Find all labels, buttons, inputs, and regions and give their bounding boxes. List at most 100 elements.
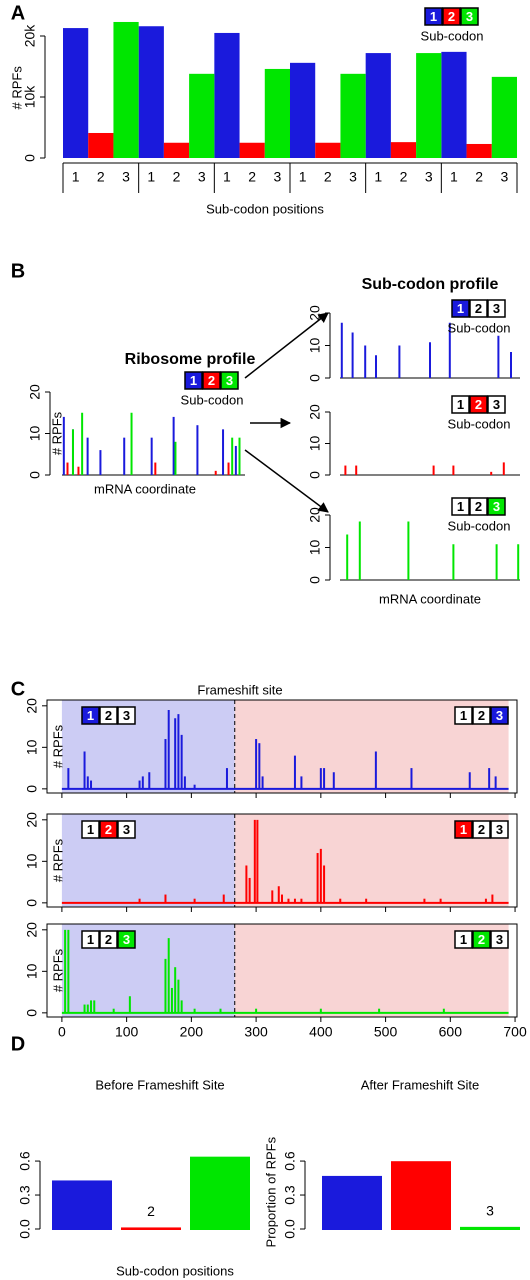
legend-label: 1 bbox=[430, 9, 437, 24]
legend-label: 1 bbox=[460, 932, 467, 947]
legend-box bbox=[451, 497, 470, 516]
legend-title: Sub-codon bbox=[181, 392, 244, 407]
legend-label: 3 bbox=[226, 373, 233, 388]
legend-label: 2 bbox=[105, 822, 112, 837]
legend-label: 1 bbox=[87, 822, 94, 837]
x-tick-label: 3 bbox=[425, 169, 433, 185]
legend-label: 1 bbox=[87, 932, 94, 947]
y-tick-label: 10 bbox=[307, 540, 323, 556]
legend-box bbox=[81, 820, 100, 839]
legend-box bbox=[220, 371, 239, 390]
legend-label: 2 bbox=[475, 301, 482, 316]
x-tick-label: 1 bbox=[450, 169, 458, 185]
x-tick-label: 1 bbox=[72, 169, 80, 185]
y-tick-label: 10 bbox=[27, 426, 43, 442]
legend-box bbox=[99, 820, 118, 839]
legend-box bbox=[490, 706, 509, 725]
x-tick-label: 3 bbox=[198, 169, 206, 185]
bar bbox=[441, 51, 467, 158]
legend-label: 2 bbox=[475, 499, 482, 514]
plot-frame bbox=[46, 813, 518, 908]
panel-letter: D bbox=[11, 1033, 25, 1055]
x-tick-label: 2 bbox=[248, 169, 256, 185]
panel-letter: C bbox=[11, 678, 25, 700]
legend-box bbox=[81, 930, 100, 949]
plot-frame bbox=[46, 923, 518, 1018]
y-tick-label: 0 bbox=[307, 374, 323, 382]
legend-box bbox=[460, 7, 479, 26]
chart-title: Ribosome profile bbox=[125, 351, 256, 368]
legend-box bbox=[117, 930, 136, 949]
legend-box bbox=[490, 820, 509, 839]
legend-box bbox=[472, 930, 491, 949]
x-tick-label: 200 bbox=[180, 1024, 204, 1040]
bar bbox=[138, 26, 164, 158]
y-tick-label: 10 bbox=[307, 338, 323, 354]
legend-label: 1 bbox=[460, 708, 467, 723]
legend-title: Sub-codon bbox=[448, 320, 511, 335]
legend-label: 3 bbox=[123, 932, 130, 947]
legend-label: 2 bbox=[105, 932, 112, 947]
y-tick-label: 0 bbox=[307, 471, 323, 479]
x-tick-label: 1 bbox=[147, 169, 155, 185]
y-tick-label: 0 bbox=[27, 471, 43, 479]
legend-title: Sub-codon bbox=[421, 28, 484, 43]
legend-label: 2 bbox=[475, 397, 482, 412]
legend-box bbox=[442, 7, 461, 26]
x-tick-label: 2 bbox=[400, 169, 408, 185]
y-tick-label: 10 bbox=[307, 436, 323, 452]
y-tick-label: 0.3 bbox=[282, 1185, 298, 1205]
bar bbox=[63, 28, 89, 158]
chart-title: Sub-codon profile bbox=[362, 276, 499, 293]
bar bbox=[416, 53, 442, 158]
y-tick-label: 20 bbox=[24, 698, 40, 714]
y-tick-label: 10 bbox=[24, 853, 40, 869]
y-tick-label: 0.0 bbox=[17, 1219, 33, 1239]
y-tick-label: 20 bbox=[307, 305, 323, 321]
y-tick-label: 0 bbox=[24, 899, 40, 907]
bar bbox=[390, 142, 417, 158]
legend-title: Sub-codon bbox=[448, 518, 511, 533]
legend-box bbox=[472, 706, 491, 725]
y-axis-label: Proportion of RPFs bbox=[263, 1136, 278, 1247]
y-axis-label: # RPFs bbox=[50, 838, 65, 882]
bar bbox=[239, 142, 265, 158]
legend-box bbox=[487, 497, 506, 516]
y-tick-label: 20k bbox=[22, 24, 38, 48]
x-axis-label: mRNA coordinate bbox=[94, 481, 196, 496]
y-tick-label: 10 bbox=[24, 963, 40, 979]
bar bbox=[491, 76, 517, 158]
x-tick-label: 2 bbox=[475, 169, 483, 185]
bar bbox=[163, 142, 190, 158]
x-tick-label: 2 bbox=[173, 169, 181, 185]
y-axis-label: # RPFs bbox=[50, 724, 65, 768]
bar bbox=[190, 1156, 250, 1230]
legend-label: 2 bbox=[478, 932, 485, 947]
bar bbox=[264, 68, 290, 158]
legend-box bbox=[490, 930, 509, 949]
legend-label: 2 bbox=[448, 9, 455, 24]
x-tick-label: 100 bbox=[115, 1024, 139, 1040]
legend-box bbox=[451, 299, 470, 318]
chart-title: Before Frameshift Site bbox=[95, 1077, 224, 1092]
x-tick-label: 1 bbox=[299, 169, 307, 185]
y-tick-label: 10k bbox=[22, 85, 38, 109]
y-tick-label: 0 bbox=[24, 1009, 40, 1017]
legend-box bbox=[469, 299, 488, 318]
arrow bbox=[244, 449, 329, 513]
y-tick-label: 0.6 bbox=[282, 1151, 298, 1171]
y-axis-label: # RPFs bbox=[9, 66, 24, 110]
x-tick-label: 300 bbox=[244, 1024, 268, 1040]
y-tick-label: 0 bbox=[22, 154, 38, 162]
y-tick-label: 20 bbox=[307, 507, 323, 523]
legend-label: 2 bbox=[105, 708, 112, 723]
x-tick-label: 1 bbox=[223, 169, 231, 185]
bar bbox=[340, 73, 366, 158]
legend-label: 3 bbox=[493, 301, 500, 316]
x-tick-label: 3 bbox=[273, 169, 281, 185]
y-tick-label: 0 bbox=[307, 576, 323, 584]
bar bbox=[322, 1175, 382, 1230]
bar bbox=[88, 132, 114, 158]
bar bbox=[460, 1226, 520, 1230]
